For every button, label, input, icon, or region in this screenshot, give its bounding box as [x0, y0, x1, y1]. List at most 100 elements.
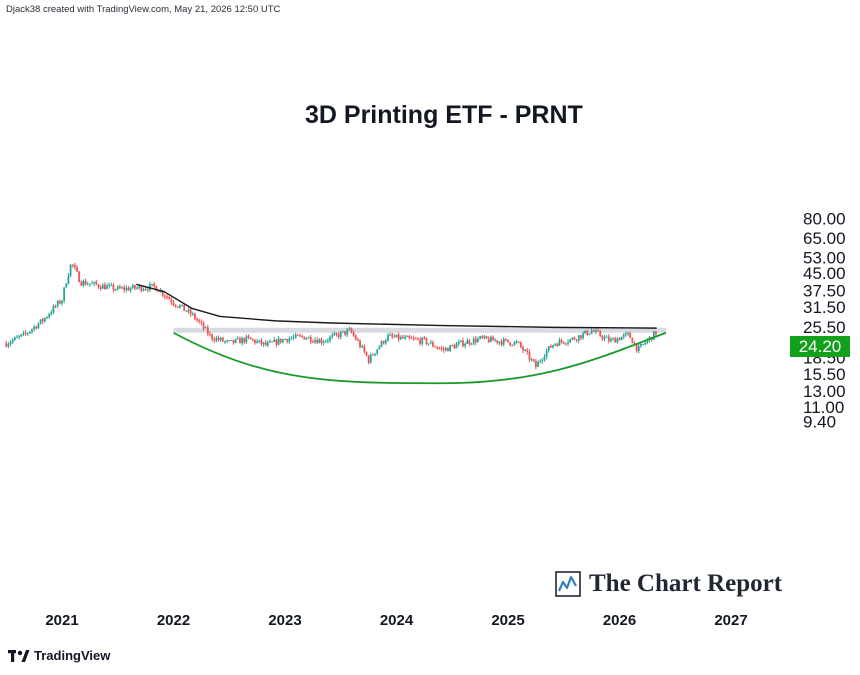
candle-body [582, 333, 584, 339]
candle-111 [243, 337, 246, 345]
candle-body [517, 341, 520, 343]
candle-112 [245, 334, 248, 344]
candle-89 [196, 317, 198, 323]
candle-body [646, 339, 649, 343]
candle-body [247, 336, 250, 338]
candle-body [511, 345, 514, 347]
candle-body [264, 342, 267, 346]
candle-84 [185, 310, 188, 313]
candle-161 [350, 327, 353, 334]
candle-180 [391, 332, 394, 340]
candle-body [232, 339, 235, 343]
candle-body [631, 337, 634, 344]
candle-body [515, 341, 518, 343]
candle-181 [393, 333, 396, 338]
candle-105 [230, 339, 233, 342]
candle-body [303, 336, 306, 340]
candle-body [337, 334, 340, 338]
candle-body [612, 338, 614, 340]
candle-156 [339, 330, 342, 340]
candle-body [361, 346, 364, 348]
candle-body [69, 264, 72, 276]
candle-body [599, 331, 602, 337]
candle-body [494, 340, 497, 342]
candle-92 [202, 321, 205, 331]
candle-body [642, 344, 644, 346]
candle-body [543, 356, 546, 360]
y-tick-label-5: 31.50 [803, 298, 846, 317]
candle-114 [249, 337, 252, 340]
candle-36 [82, 279, 85, 288]
candle-186 [404, 334, 406, 340]
candle-293 [633, 341, 636, 345]
candle-body [309, 336, 312, 342]
x-tick-label-3: 2024 [380, 612, 414, 629]
candle-264 [571, 336, 574, 341]
candle-215 [466, 338, 469, 344]
candle-101 [221, 336, 224, 342]
candle-body [99, 287, 102, 289]
candle-body [108, 284, 111, 286]
candle-body [136, 287, 138, 289]
candle-245 [530, 357, 533, 362]
candle-body [391, 334, 394, 337]
candle-body [605, 336, 608, 338]
candle-body [43, 318, 46, 322]
candle-104 [228, 339, 231, 342]
candle-256 [554, 342, 557, 347]
candle-164 [357, 337, 359, 342]
candle-270 [584, 330, 587, 334]
candle-234 [507, 339, 509, 343]
candle-259 [560, 338, 563, 344]
candle-body [429, 342, 432, 344]
candle-body [607, 336, 610, 342]
candle-body [644, 342, 647, 345]
candle-body [73, 265, 76, 268]
candle-body [500, 341, 503, 345]
candle-body [419, 339, 421, 344]
candle-body [28, 331, 31, 334]
candle-body [470, 343, 473, 345]
candle-257 [556, 342, 559, 348]
candle-208 [451, 344, 454, 347]
candle-218 [472, 336, 475, 346]
candle-150 [326, 337, 329, 344]
candle-175 [380, 340, 383, 348]
candle-body [16, 336, 18, 338]
candle-298 [644, 341, 647, 346]
candle-body [464, 343, 467, 346]
candle-body [314, 340, 316, 342]
candle-272 [588, 333, 591, 336]
candle-214 [464, 342, 467, 349]
candle-291 [629, 331, 632, 338]
candle-40 [91, 280, 93, 285]
candle-body [191, 313, 194, 315]
candle-199 [432, 340, 434, 348]
candle-2 [9, 340, 12, 347]
candle-107 [234, 338, 237, 344]
candle-278 [601, 334, 604, 342]
candle-body [451, 345, 454, 347]
candle-body [161, 290, 164, 296]
candle-body [374, 353, 376, 356]
rounding-bottom-layer [173, 331, 667, 385]
candle-body [412, 338, 415, 340]
candle-217 [470, 342, 473, 346]
candle-67 [149, 281, 151, 292]
y-tick-label-9: 15.50 [803, 365, 846, 384]
candle-209 [453, 343, 456, 350]
candle-184 [399, 335, 402, 341]
candle-233 [504, 338, 507, 342]
candle-27 [63, 287, 66, 304]
candle-body [185, 310, 188, 312]
tradingview-logo[interactable]: TradingView [8, 648, 110, 663]
candle-body [346, 329, 349, 335]
candle-body [483, 336, 486, 338]
candle-body [616, 338, 619, 343]
x-axis: 2021 2022 2023 2024 2025 2026 2027 [45, 612, 747, 629]
tradingview-logo-icon [8, 649, 30, 662]
candle-178 [387, 332, 389, 342]
candle-38 [86, 281, 89, 286]
candle-body [389, 334, 391, 336]
